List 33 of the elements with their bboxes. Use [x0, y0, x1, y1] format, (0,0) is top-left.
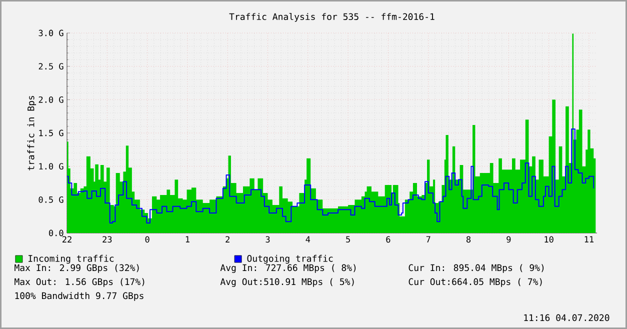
text: Cur Out:664.05 MBps ( 7%): [408, 278, 542, 287]
text: 100% Bandwidth 9.77 GBps: [15, 292, 144, 301]
x-tick-label: 22: [62, 236, 72, 242]
y-axis-title: traffic in Bps: [27, 96, 36, 170]
y-tick-label: 3.0 G: [38, 30, 64, 36]
x-tick-label: 2: [226, 236, 230, 242]
x-tick-label: 6: [386, 236, 390, 243]
x-tick-label: 23: [102, 236, 112, 243]
y-tick-label: 1.5 G: [39, 130, 64, 136]
y-tick-label: 0.5 G: [38, 196, 64, 203]
legend-label: Outgoing traffic: [247, 254, 333, 264]
x-tick-label: 10: [544, 236, 554, 243]
text: Max In: 2.99 GBps (32%): [14, 264, 139, 273]
text: Cur In: 895.04 MBps ( 9%): [408, 264, 544, 273]
y-tick-label: 2.5 G: [38, 63, 64, 70]
text: Avg Out:510.91 MBps ( 5%): [220, 278, 354, 287]
x-tick-label: 8: [466, 236, 471, 243]
x-tick-label: 1: [186, 236, 190, 242]
x-tick-label: 3: [266, 236, 270, 243]
y-tick-label: 0.0: [49, 230, 64, 236]
x-tick-label: 11: [584, 236, 594, 242]
y-tick-label: 1.0 G: [39, 163, 64, 170]
x-tick-label: 7: [426, 236, 430, 242]
x-tick-label: 9: [506, 236, 511, 243]
y-tick-label: 2.0 G: [38, 96, 64, 103]
x-tick-label: 4: [306, 236, 310, 242]
chart-title: Traffic Analysis for 535 -- ffm-2016-1: [229, 13, 434, 22]
x-tick-label: 5: [346, 236, 350, 243]
text: Max Out: 1.56 GBps (17%): [14, 278, 144, 287]
text: 11:16 04.07.2020: [524, 314, 610, 322]
x-tick-label: 0: [145, 236, 150, 243]
text: Avg In: 727.66 MBps ( 8%): [220, 264, 356, 273]
legend-label: Incoming traffic: [28, 254, 114, 264]
